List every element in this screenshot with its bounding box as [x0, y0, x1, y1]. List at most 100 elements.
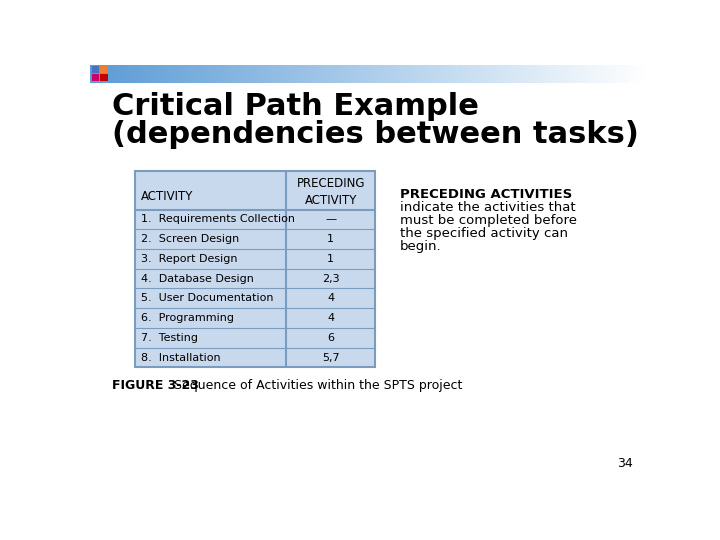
Bar: [266, 65, 269, 83]
Bar: [358, 65, 361, 83]
Text: —: —: [325, 214, 336, 225]
Bar: [307, 65, 310, 83]
Bar: [92, 65, 94, 83]
Bar: [116, 65, 119, 83]
Text: (dependencies between tasks): (dependencies between tasks): [112, 120, 639, 149]
Bar: [356, 65, 359, 83]
Bar: [467, 65, 470, 83]
Bar: [166, 65, 169, 83]
Bar: [131, 65, 133, 83]
Bar: [361, 65, 364, 83]
Bar: [469, 65, 472, 83]
Bar: [415, 65, 418, 83]
Bar: [282, 65, 284, 83]
Bar: [568, 65, 571, 83]
Bar: [499, 65, 502, 83]
Bar: [553, 65, 556, 83]
Bar: [190, 65, 193, 83]
Bar: [613, 65, 616, 83]
Bar: [192, 65, 195, 83]
Bar: [109, 65, 111, 83]
Bar: [311, 65, 314, 83]
Bar: [293, 65, 295, 83]
Bar: [164, 65, 167, 83]
Bar: [351, 65, 353, 83]
Text: 34: 34: [617, 457, 632, 470]
Text: the specified activity can: the specified activity can: [400, 227, 568, 240]
Text: 5,7: 5,7: [322, 353, 339, 362]
Bar: [531, 65, 534, 83]
Bar: [564, 65, 567, 83]
Bar: [635, 65, 638, 83]
Bar: [161, 65, 163, 83]
Bar: [609, 65, 611, 83]
Bar: [328, 65, 330, 83]
Bar: [319, 65, 321, 83]
Bar: [590, 65, 593, 83]
Bar: [170, 65, 173, 83]
Bar: [209, 65, 212, 83]
Bar: [544, 65, 546, 83]
Bar: [526, 65, 528, 83]
Text: 4: 4: [327, 293, 334, 303]
Bar: [137, 65, 139, 83]
Bar: [157, 65, 160, 83]
Bar: [103, 65, 106, 83]
Bar: [516, 65, 518, 83]
Bar: [94, 65, 96, 83]
Bar: [414, 65, 416, 83]
Bar: [202, 65, 204, 83]
Bar: [110, 65, 113, 83]
Bar: [486, 65, 489, 83]
Bar: [287, 65, 289, 83]
Bar: [466, 65, 468, 83]
Bar: [587, 65, 589, 83]
Bar: [492, 65, 495, 83]
Bar: [140, 65, 143, 83]
Bar: [333, 65, 336, 83]
Bar: [315, 65, 318, 83]
Bar: [510, 65, 513, 83]
Bar: [399, 65, 401, 83]
Bar: [624, 65, 626, 83]
Bar: [557, 65, 559, 83]
Bar: [155, 65, 158, 83]
Bar: [542, 65, 544, 83]
Bar: [631, 65, 634, 83]
Bar: [129, 65, 132, 83]
Bar: [298, 65, 301, 83]
Bar: [310, 65, 312, 83]
Bar: [199, 65, 202, 83]
Bar: [122, 65, 125, 83]
Bar: [332, 65, 334, 83]
Bar: [274, 65, 276, 83]
Bar: [459, 65, 461, 83]
Bar: [174, 65, 176, 83]
Bar: [431, 65, 433, 83]
Text: must be completed before: must be completed before: [400, 214, 577, 227]
Bar: [284, 65, 286, 83]
Bar: [179, 65, 182, 83]
Bar: [425, 65, 428, 83]
Bar: [445, 65, 448, 83]
Bar: [313, 65, 316, 83]
Bar: [488, 65, 490, 83]
Bar: [226, 65, 228, 83]
Bar: [529, 65, 531, 83]
Bar: [125, 65, 128, 83]
Bar: [159, 65, 161, 83]
Bar: [369, 65, 372, 83]
Text: 6: 6: [327, 333, 334, 343]
Bar: [615, 65, 617, 83]
Text: 5.  User Documentation: 5. User Documentation: [141, 293, 274, 303]
Bar: [577, 65, 580, 83]
Bar: [451, 65, 454, 83]
Bar: [628, 65, 630, 83]
Bar: [378, 65, 381, 83]
Bar: [132, 65, 135, 83]
Bar: [508, 65, 511, 83]
Bar: [390, 65, 392, 83]
Text: 3.  Report Design: 3. Report Design: [141, 254, 238, 264]
Text: PRECEDING ACTIVITIES: PRECEDING ACTIVITIES: [400, 188, 572, 201]
Bar: [620, 65, 623, 83]
